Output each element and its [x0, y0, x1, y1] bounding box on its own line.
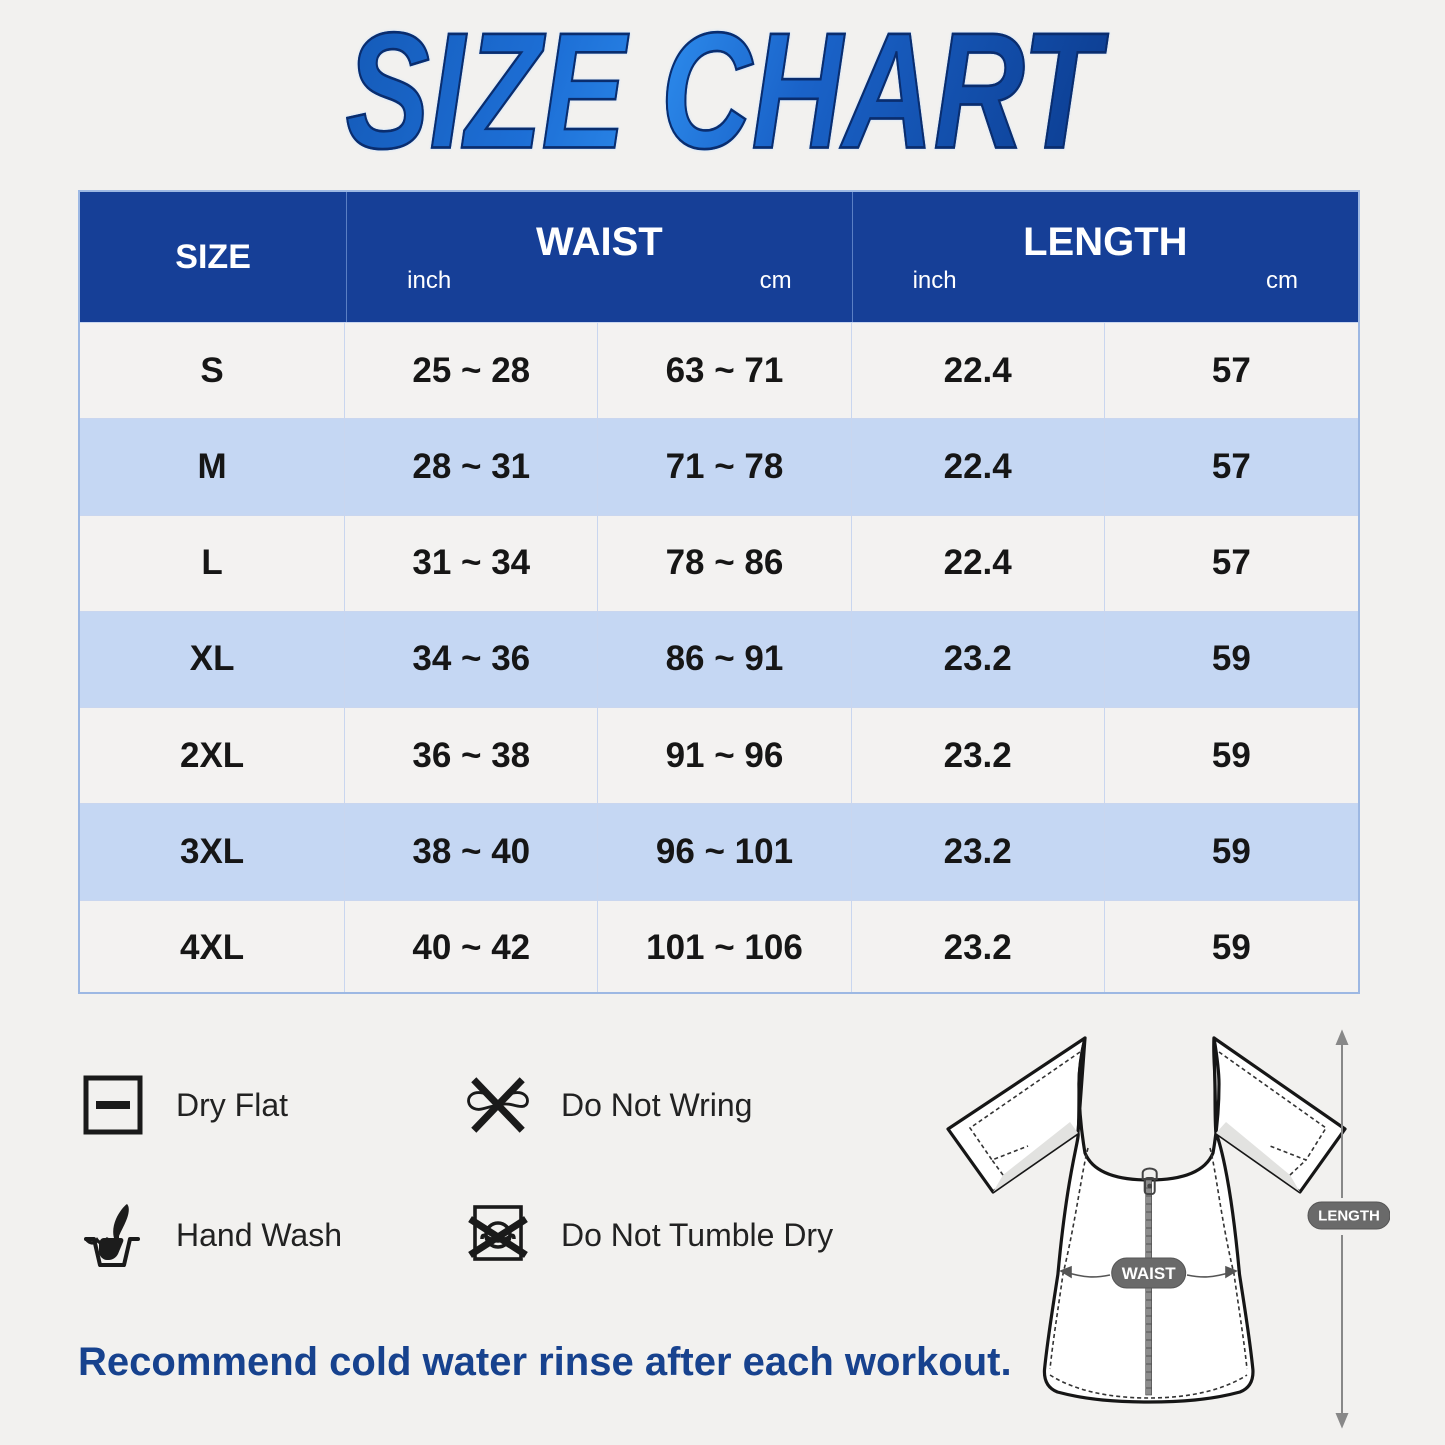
svg-text:LENGTH: LENGTH [1318, 1208, 1380, 1225]
svg-text:WAIST: WAIST [1122, 1264, 1176, 1283]
